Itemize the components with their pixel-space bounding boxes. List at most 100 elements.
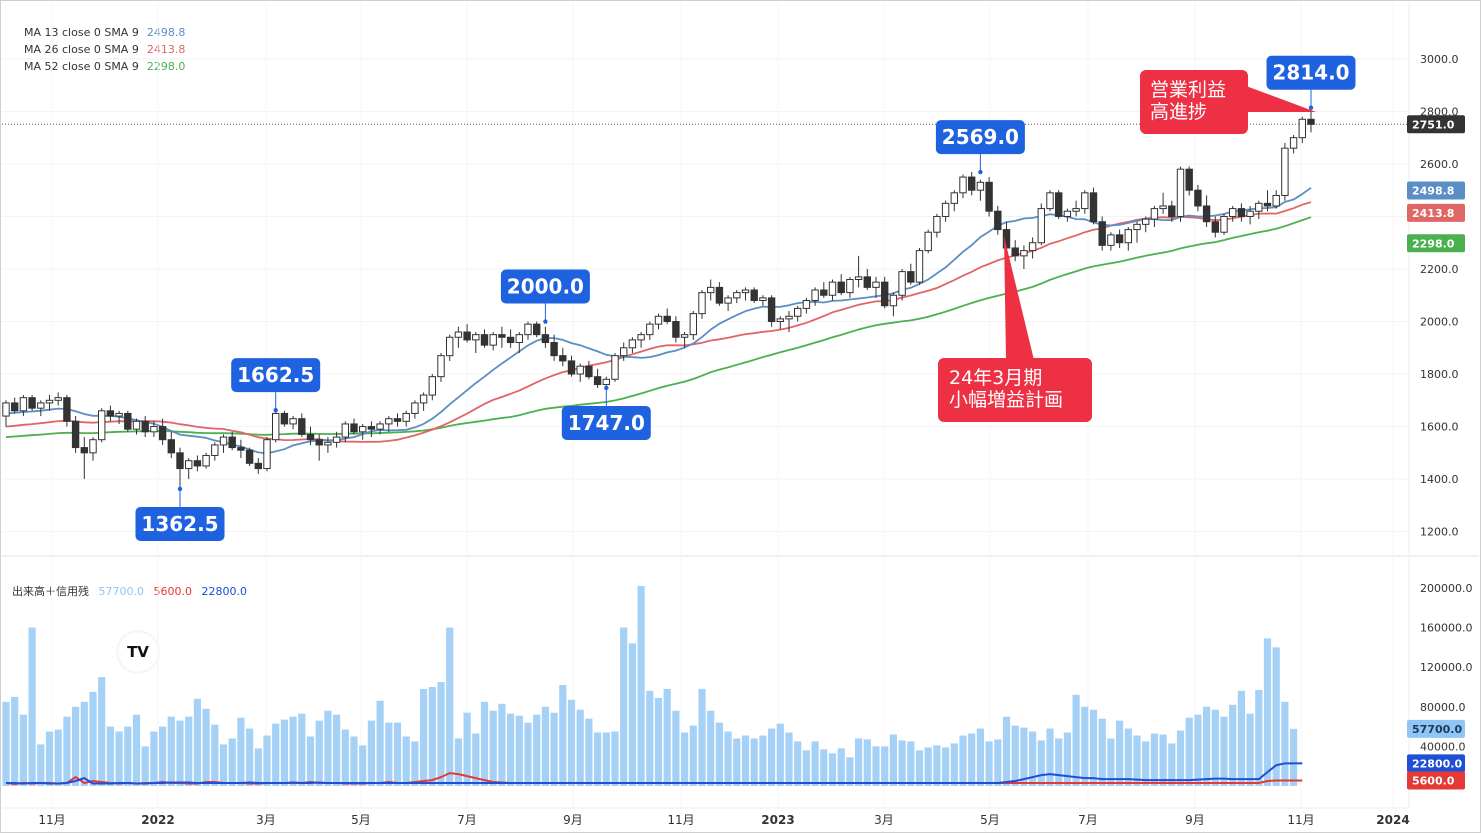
candle-body (881, 281, 889, 307)
candle-body (794, 307, 802, 317)
candle-body (1115, 234, 1124, 244)
volume-bar (1133, 735, 1141, 786)
candle-body (672, 321, 680, 338)
volume-legend-label: 出来高＋信用残 (12, 585, 89, 598)
candle-body (620, 347, 628, 357)
candle-body (446, 336, 454, 357)
candle-body (71, 420, 80, 449)
time-tick-label: 5月 (351, 813, 371, 827)
volume-bar (585, 718, 593, 786)
volume-bar (498, 703, 506, 786)
candle-body (593, 376, 602, 386)
volume-bar (315, 720, 323, 786)
price-tag-label: 2413.8 (1412, 207, 1454, 220)
candle-body (828, 281, 837, 296)
volume-bar (1220, 716, 1228, 786)
candle-body (837, 281, 845, 294)
volume-bar (907, 741, 915, 786)
price-tick-label: 1600.0 (1420, 421, 1459, 434)
annotation-box (231, 358, 321, 393)
volume-bar (654, 697, 663, 786)
candle-body (976, 181, 985, 191)
volume-bar (915, 750, 924, 786)
volume-bar (628, 643, 636, 786)
volume-bar (715, 722, 723, 786)
candle-body (550, 342, 558, 357)
candle-body (541, 334, 550, 344)
volume-bar (1046, 728, 1054, 786)
volume-bar (2, 701, 10, 786)
volume-bar (428, 686, 436, 786)
volume-bars (2, 585, 1298, 786)
volume-bar (1037, 740, 1045, 786)
volume-bar (1089, 709, 1098, 786)
candle-body (298, 418, 306, 435)
candle-body (811, 289, 819, 302)
volume-bar (637, 585, 645, 786)
tradingview-logo[interactable]: TV (118, 632, 158, 672)
candle-body (576, 365, 584, 375)
volume-bar (115, 731, 123, 786)
candle-body (315, 439, 323, 446)
volume-bar (1237, 690, 1245, 786)
candle-body (933, 215, 941, 233)
volume-bar (1063, 732, 1071, 786)
ma26-value: 2413.8 (146, 43, 186, 56)
candle-body (585, 365, 593, 378)
candle-body (158, 426, 167, 441)
volume-bar (28, 627, 36, 786)
volume-bar (298, 713, 306, 786)
candle-body (1298, 118, 1306, 139)
candle-body (80, 447, 88, 454)
candle-body (846, 278, 854, 294)
candle-body (915, 250, 924, 283)
ma52-value: 2298.0 (146, 60, 186, 73)
volume-bar (828, 753, 837, 786)
volume-bar (1194, 714, 1202, 786)
candle-body (1263, 202, 1272, 207)
time-tick-label: 11月 (38, 813, 65, 827)
volume-tick-label: 160000.0 (1420, 622, 1473, 635)
volume-bar (263, 735, 271, 786)
annotation-dot (604, 385, 609, 391)
time-tick-label: 2022 (141, 813, 174, 827)
volume-bar (863, 739, 871, 786)
price-tag (1407, 181, 1465, 200)
candle-body (689, 313, 697, 336)
candle-body (611, 355, 619, 380)
candle-body (759, 297, 767, 302)
candle-body (98, 410, 106, 441)
volume-bar (924, 747, 932, 786)
candle-body (602, 378, 610, 386)
volume-bar (559, 684, 567, 786)
volume-bar (19, 714, 27, 786)
volume-legend: 出来高＋信用残 57700.0 5600.0 22800.0 (12, 583, 253, 599)
volume-bar (1263, 638, 1272, 786)
ma26-line (5, 201, 1312, 443)
candle-body (454, 331, 463, 338)
candle-body (480, 334, 489, 346)
volume-bar (1281, 701, 1289, 786)
candle-body (63, 397, 71, 422)
candle-body (193, 460, 202, 467)
candle-body (1159, 205, 1167, 210)
volume-bar (1255, 689, 1263, 786)
candle-body (1185, 168, 1193, 191)
ma52-line (5, 216, 1312, 438)
candle-body (367, 426, 376, 430)
callout-text: 営業利益 (1150, 79, 1226, 101)
candle-body (872, 281, 880, 288)
volume-bar (567, 699, 576, 786)
candle-body (733, 292, 741, 299)
volume-bar (89, 691, 97, 786)
candle-body (176, 452, 184, 470)
candle-body (489, 334, 497, 346)
volume-bar (846, 757, 854, 786)
volume-bar (802, 750, 810, 786)
volume-tick-label: 40000.0 (1420, 740, 1466, 753)
candle-body (185, 460, 193, 470)
volume-bar (985, 741, 993, 786)
volume-bar (707, 710, 715, 786)
candle-body (941, 202, 950, 217)
